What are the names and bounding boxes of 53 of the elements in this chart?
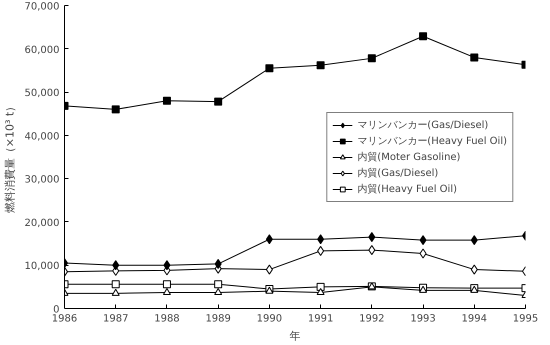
point <box>214 288 222 296</box>
legend-label: マリンバンカー(Heavy Fuel Oil) <box>357 134 507 148</box>
x-tick-label: 1987 <box>103 314 128 324</box>
y-tick-label: 60,000 <box>24 44 60 56</box>
point <box>214 258 222 269</box>
point <box>419 32 428 40</box>
point <box>368 54 376 62</box>
point <box>112 260 120 270</box>
point <box>214 280 222 288</box>
x-tick-label: 1990 <box>256 314 282 324</box>
legend-label: 内貿(Moter Gasoline) <box>357 150 460 164</box>
x-tick-label: 1986 <box>52 314 78 324</box>
point <box>162 280 171 288</box>
x-tick-label: 1992 <box>359 314 385 324</box>
point <box>316 288 325 296</box>
point <box>163 260 170 270</box>
point <box>266 264 273 275</box>
point <box>214 98 222 106</box>
point <box>317 234 324 244</box>
x-tick-label: 1995 <box>512 314 538 324</box>
x-tick-label: 1988 <box>154 314 180 324</box>
y-tick-label: 10,000 <box>24 261 60 272</box>
y-axis-title: 燃料消費量（×10³ t） <box>4 100 17 214</box>
point <box>420 235 427 246</box>
x-axis-title: 年 <box>290 330 300 342</box>
y-tick-label: 0 <box>53 304 60 316</box>
legend-label: 内貿(Heavy Fuel Oil) <box>357 182 457 196</box>
y-tick-label: 70,000 <box>24 2 60 12</box>
y-tick-label: 40,000 <box>24 131 60 142</box>
point <box>368 232 376 242</box>
point <box>470 264 478 275</box>
point <box>266 234 273 244</box>
x-tick-label: 1994 <box>462 314 488 324</box>
point <box>265 64 274 72</box>
point <box>420 248 427 259</box>
point <box>112 288 120 296</box>
y-tick-label: 30,000 <box>24 174 60 186</box>
x-tick-label: 1993 <box>410 314 436 324</box>
point <box>162 96 171 105</box>
x-tick-label: 1991 <box>308 314 334 324</box>
point <box>470 53 478 62</box>
y-tick-label: 20,000 <box>24 218 60 229</box>
point <box>162 288 171 296</box>
point <box>112 280 120 288</box>
x-tick-label: 1989 <box>205 314 231 324</box>
point <box>316 61 325 70</box>
y-tick-label: 50,000 <box>24 88 60 100</box>
point <box>470 235 478 246</box>
point <box>112 105 120 114</box>
legend-label: マリンバンカー(Gas/Diesel) <box>357 118 488 132</box>
legend-label: 内貿(Gas/Diesel) <box>357 166 438 180</box>
point <box>368 245 376 256</box>
point <box>317 246 324 256</box>
